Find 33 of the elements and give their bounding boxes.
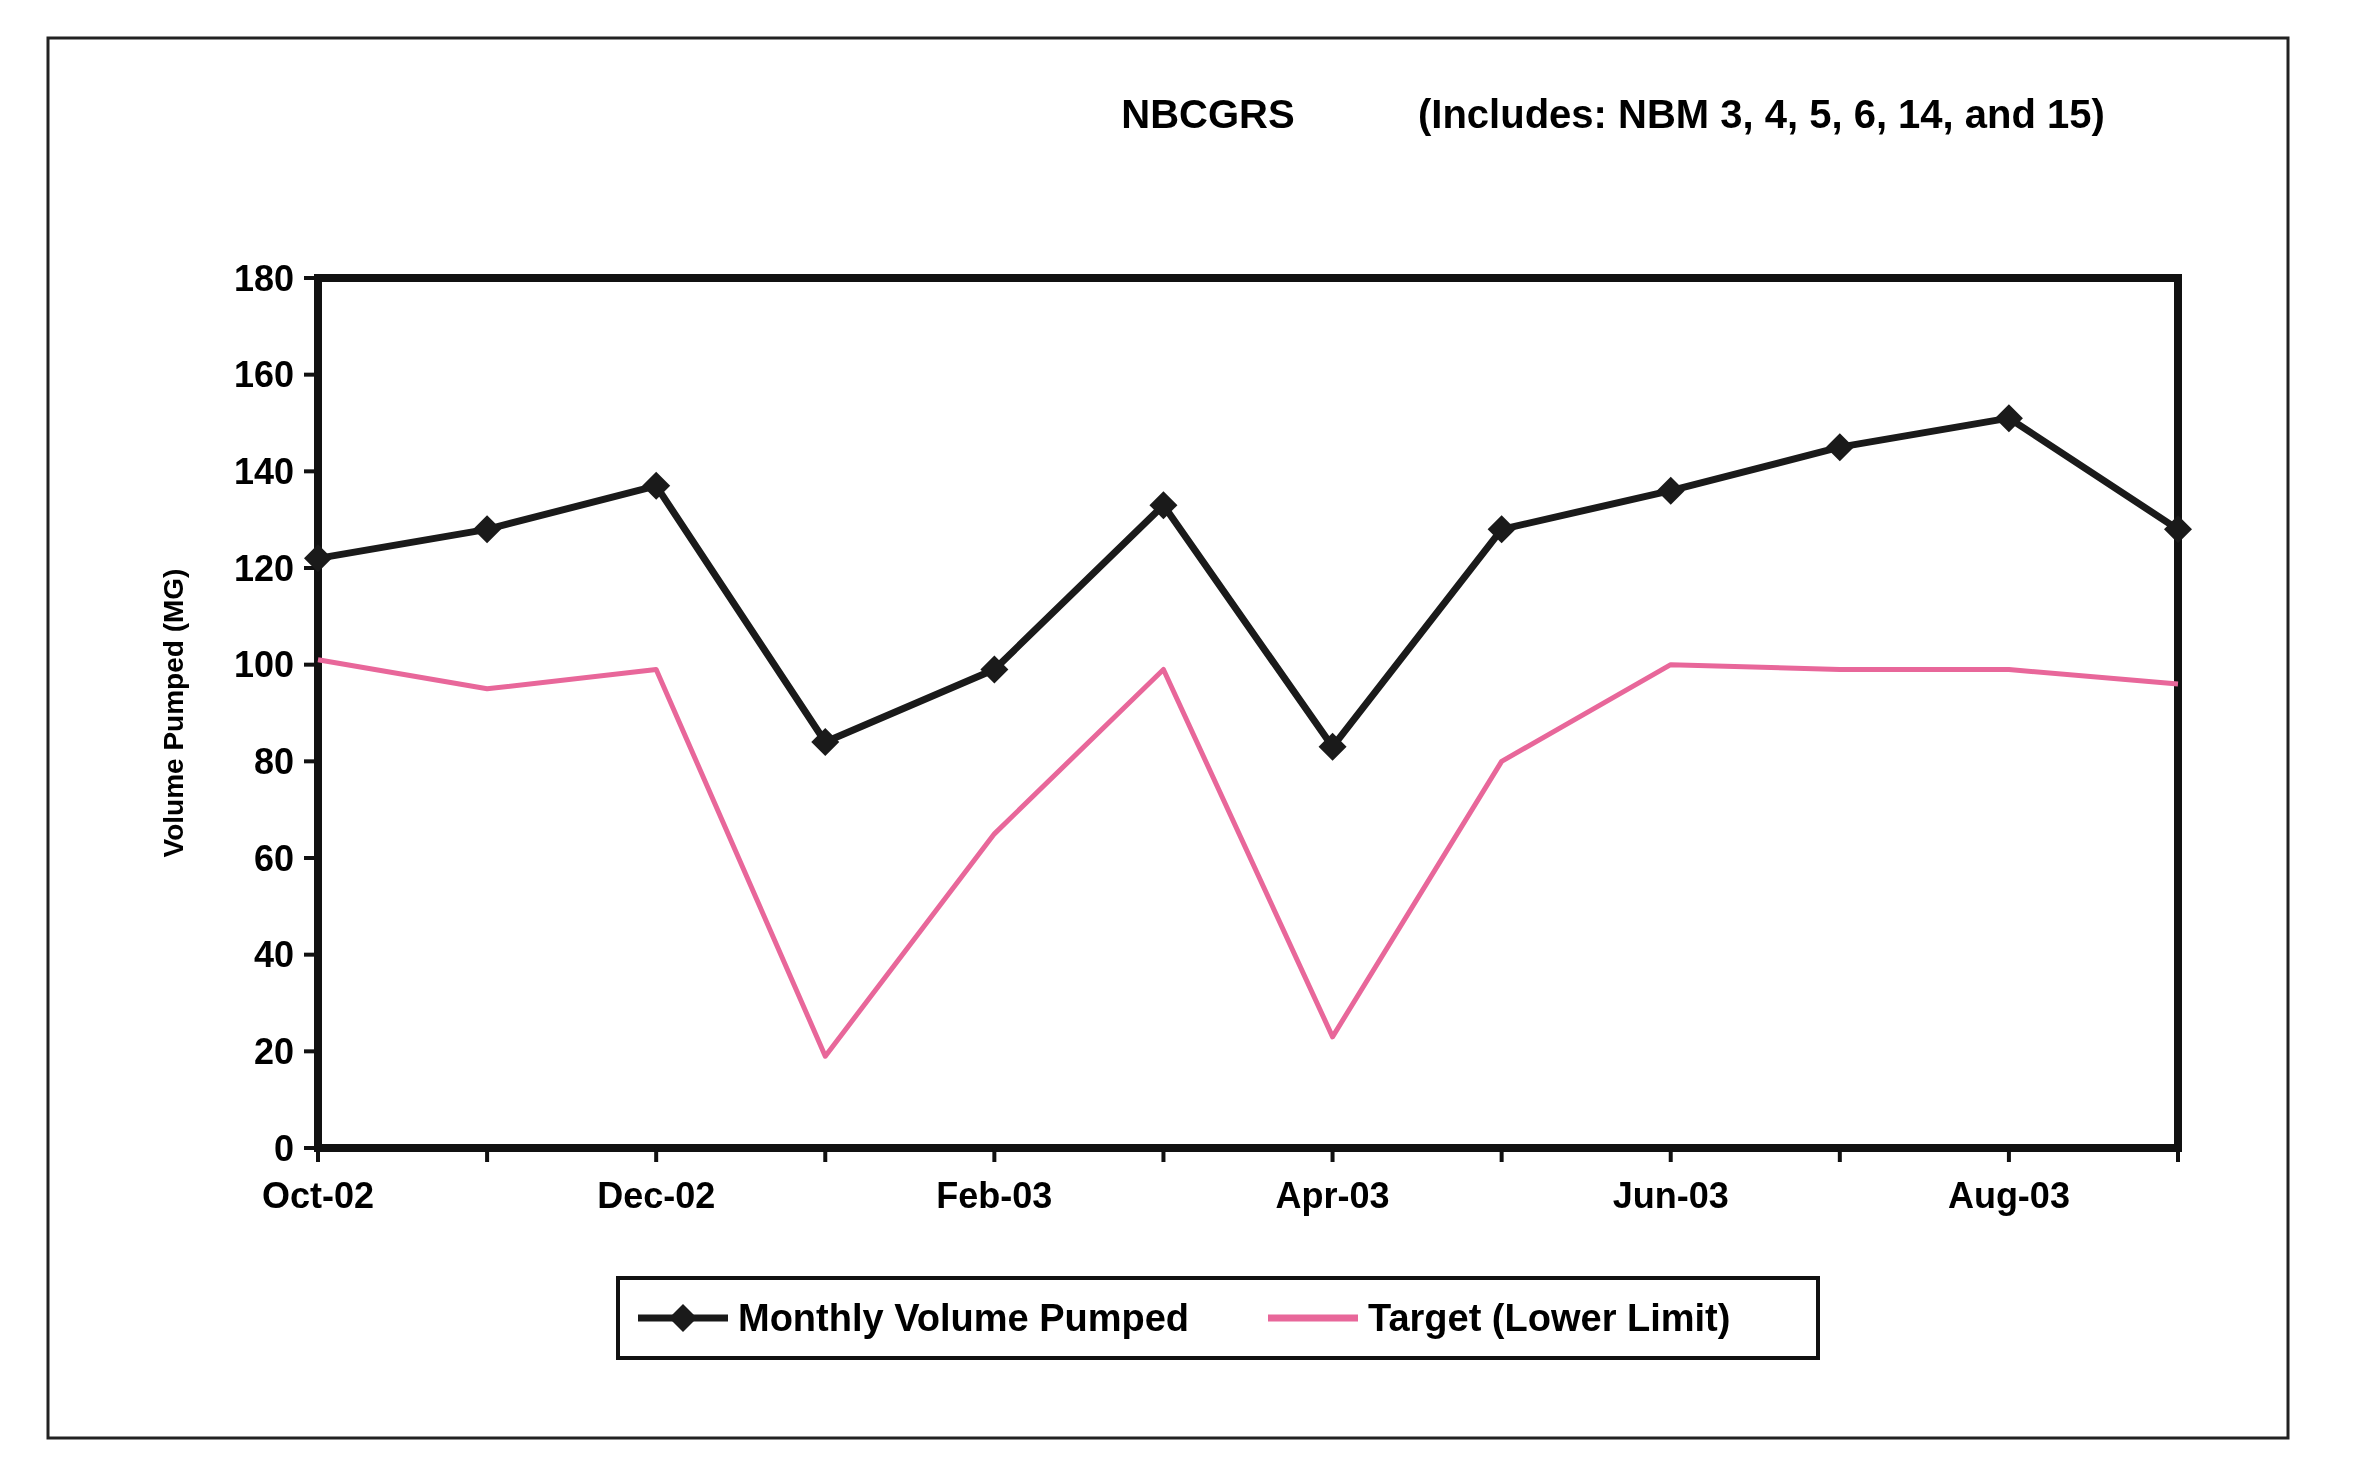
point	[1994, 404, 2023, 433]
x-tick-label: Feb-03	[936, 1175, 1053, 1216]
chart-subtitle: (Includes: NBM 3, 4, 5, 6, 14, and 15)	[1418, 92, 2105, 136]
point	[642, 471, 671, 500]
y-tick-label: 100	[233, 644, 294, 686]
point	[1656, 476, 1685, 505]
point	[473, 515, 502, 544]
point	[1487, 515, 1516, 544]
x-tick-label: Apr-03	[1275, 1175, 1390, 1216]
y-tick-label: 40	[253, 934, 294, 976]
point	[811, 728, 840, 756]
point	[1825, 433, 1854, 462]
y-tick-label: 160	[233, 354, 294, 396]
point	[1318, 732, 1347, 761]
y-tick-label: 80	[253, 740, 294, 782]
legend-label: Target (Lower Limit)	[1368, 1297, 1731, 1340]
point	[980, 655, 1009, 684]
point	[2164, 515, 2192, 544]
x-tick-label: Dec-02	[597, 1175, 716, 1216]
chart-title: NBCGRS	[1121, 92, 1295, 136]
y-tick-label: 180	[233, 257, 294, 299]
y-tick-label: 120	[233, 547, 294, 589]
y-tick-label: 140	[233, 450, 294, 492]
y-tick-label: 0	[273, 1127, 294, 1169]
point	[304, 544, 332, 573]
y-axis-title: Volume Pumped (MG)	[158, 568, 189, 858]
x-tick-label: Oct-02	[261, 1175, 375, 1216]
y-tick-label: 20	[253, 1030, 294, 1072]
legend-label: Monthly Volume Pumped	[738, 1297, 1190, 1340]
x-tick-label: Aug-03	[1947, 1175, 2070, 1216]
y-tick-label: 60	[253, 837, 294, 879]
x-tick-label: Jun-03	[1612, 1175, 1729, 1216]
point	[1149, 491, 1178, 520]
